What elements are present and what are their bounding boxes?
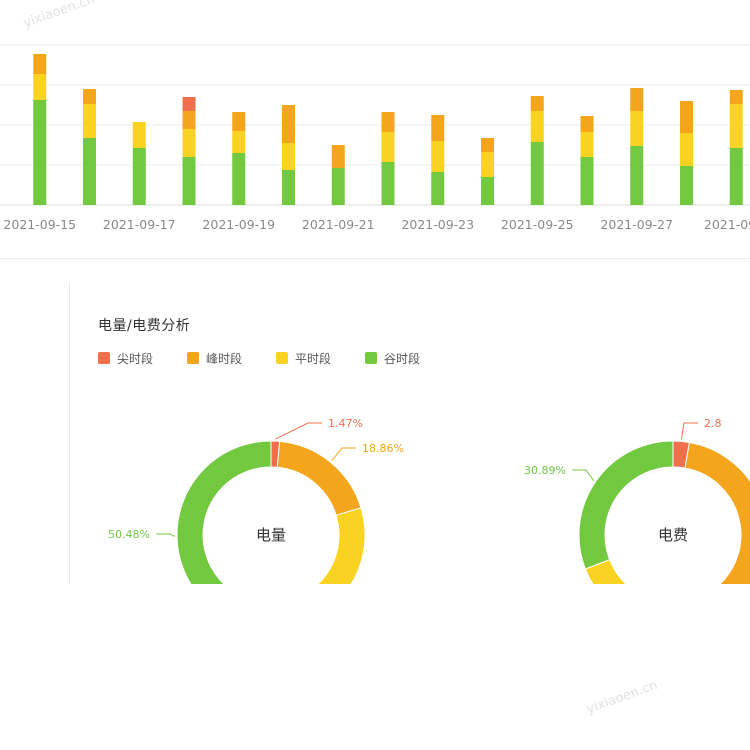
bar-segment-2021-09-15-flat[interactable] [33, 74, 47, 100]
daily-stacked-bar-chart: 2021-09-15 2021-09-17 2021-09-19 2021-09-21… [0, 44, 750, 232]
slice-percent-label: 1.47% [328, 417, 363, 430]
bar-segment-2021-09-29-peak[interactable] [729, 90, 743, 104]
bar-segment-2021-09-23-flat[interactable] [431, 141, 445, 172]
bar-segment-2021-09-25-peak[interactable] [530, 96, 544, 111]
label-leader-line [275, 422, 322, 440]
bar-segment-2021-09-26-peak[interactable] [580, 116, 594, 132]
analysis-title: 电量/电费分析 [98, 318, 191, 334]
bar-segment-2021-09-28-peak[interactable] [680, 101, 693, 133]
bar-segment-2021-09-19-peak[interactable] [232, 112, 246, 131]
bar-segment-2021-09-28-flat[interactable] [680, 133, 693, 166]
bar-segment-2021-09-15-valley[interactable] [33, 100, 47, 205]
x-tick-label: 2021-09-19 [202, 217, 275, 232]
watermark: yixiaoen.cn [584, 677, 660, 718]
bar-segment-2021-09-29-flat[interactable] [729, 104, 743, 148]
donut-charts: 1.47% 18.86% 50.48% 电量 2.8 30.89% 电费 [108, 417, 750, 584]
legend-item-flat[interactable]: 平时段 [276, 350, 331, 367]
bar-segment-2021-09-24-flat[interactable] [481, 152, 494, 177]
bar-segment-2021-09-25-flat[interactable] [530, 111, 544, 142]
bar-segment-2021-09-28-valley[interactable] [680, 166, 693, 205]
legend-label-flat: 平时段 [295, 351, 332, 366]
bar-segment-2021-09-25-valley[interactable] [530, 142, 544, 205]
bar-segment-2021-09-18-peak-sharp[interactable] [182, 97, 196, 111]
slice-percent-label: 18.86% [362, 442, 404, 455]
donut-slice-peak[interactable] [276, 440, 362, 516]
bar-segment-2021-09-27-peak[interactable] [630, 88, 644, 111]
label-leader-line [572, 469, 595, 482]
left-panel [0, 282, 70, 584]
bar-segment-2021-09-17-valley[interactable] [132, 148, 146, 205]
legend-swatch-valley [365, 352, 378, 364]
bar-segment-2021-09-16-peak[interactable] [83, 89, 96, 104]
label-leader-line [331, 447, 356, 461]
bar-segment-2021-09-19-flat[interactable] [232, 131, 246, 153]
legend-swatch-flat [276, 352, 289, 364]
label-leader-line [156, 533, 176, 537]
bar-segment-2021-09-26-flat[interactable] [580, 132, 594, 157]
bar-segment-2021-09-22-flat[interactable] [381, 132, 395, 162]
bar-segment-2021-09-22-valley[interactable] [381, 162, 395, 205]
donut-center-label: 电量 [256, 526, 286, 544]
bar-segment-2021-09-23-peak[interactable] [431, 115, 445, 141]
bar-segment-2021-09-16-valley[interactable] [83, 138, 96, 205]
bar-segment-2021-09-29-valley[interactable] [729, 148, 743, 205]
bar-segment-2021-09-18-valley[interactable] [182, 157, 196, 205]
legend-label-peak-sharp: 尖时段 [117, 351, 154, 366]
bar-segment-2021-09-20-peak[interactable] [282, 105, 295, 143]
bar-segment-2021-09-15-peak[interactable] [33, 54, 47, 74]
x-tick-label: 2021-09-21 [302, 217, 375, 232]
electricity-cost-analysis-panel: 电量/电费分析 尖时段 峰时段 平时段 谷时段 1.47% 18.86% 50.48… [70, 282, 750, 584]
x-tick-label: 2021-09-27 [600, 217, 673, 232]
donut-slice-flat[interactable] [584, 558, 724, 584]
bar-segment-2021-09-21-valley[interactable] [331, 168, 345, 205]
daily-usage-chart-panel: 2021-09-15 2021-09-17 2021-09-19 2021-09-21… [0, 0, 750, 259]
bar-segment-2021-09-21-peak[interactable] [331, 145, 345, 168]
legend-item-peak[interactable]: 峰时段 [187, 350, 242, 367]
x-tick-label: 2021-09-15 [3, 217, 76, 232]
bar-segment-2021-09-18-peak[interactable] [182, 111, 196, 129]
donut-center-label: 电费 [658, 526, 688, 544]
legend-item-valley[interactable]: 谷时段 [365, 350, 420, 367]
bar-segment-2021-09-16-flat[interactable] [83, 104, 96, 138]
x-tick-label: 2021-09-17 [103, 217, 176, 232]
bar-segment-2021-09-26-valley[interactable] [580, 157, 594, 205]
slice-percent-label: 2.8 [704, 417, 722, 430]
bar-segment-2021-09-27-flat[interactable] [630, 111, 644, 146]
chart-legend: 尖时段 峰时段 平时段 谷时段 [98, 350, 454, 366]
donut-slice-flat[interactable] [273, 507, 366, 584]
slice-percent-label: 30.89% [524, 464, 566, 477]
bar-segment-2021-09-27-valley[interactable] [630, 146, 644, 205]
legend-swatch-peak-sharp [98, 352, 110, 364]
legend-swatch-peak [187, 352, 200, 364]
x-tick-label: 2021-09-25 [501, 217, 574, 232]
bar-segment-2021-09-18-flat[interactable] [182, 129, 196, 157]
x-tick-label: 2021-09-2 [704, 217, 750, 232]
slice-percent-label: 50.48% [108, 528, 150, 541]
legend-label-peak: 峰时段 [206, 351, 243, 366]
bar-segment-2021-09-20-flat[interactable] [282, 143, 295, 170]
bar-segment-2021-09-24-valley[interactable] [481, 177, 494, 205]
donut-slice-valley[interactable] [578, 440, 674, 570]
bar-segment-2021-09-17-flat[interactable] [132, 122, 146, 148]
x-tick-label: 2021-09-23 [401, 217, 474, 232]
donut-slice-valley[interactable] [176, 440, 274, 584]
legend-label-valley: 谷时段 [384, 351, 421, 366]
label-leader-line [680, 422, 698, 440]
bar-segment-2021-09-24-peak[interactable] [481, 138, 494, 152]
bar-segment-2021-09-22-peak[interactable] [381, 112, 395, 132]
bar-segment-2021-09-19-valley[interactable] [232, 153, 246, 205]
bar-segment-2021-09-23-valley[interactable] [431, 172, 445, 205]
donut-slice-peak[interactable] [684, 441, 750, 584]
legend-item-peak-sharp[interactable]: 尖时段 [98, 350, 153, 367]
bar-segment-2021-09-20-valley[interactable] [282, 170, 295, 205]
